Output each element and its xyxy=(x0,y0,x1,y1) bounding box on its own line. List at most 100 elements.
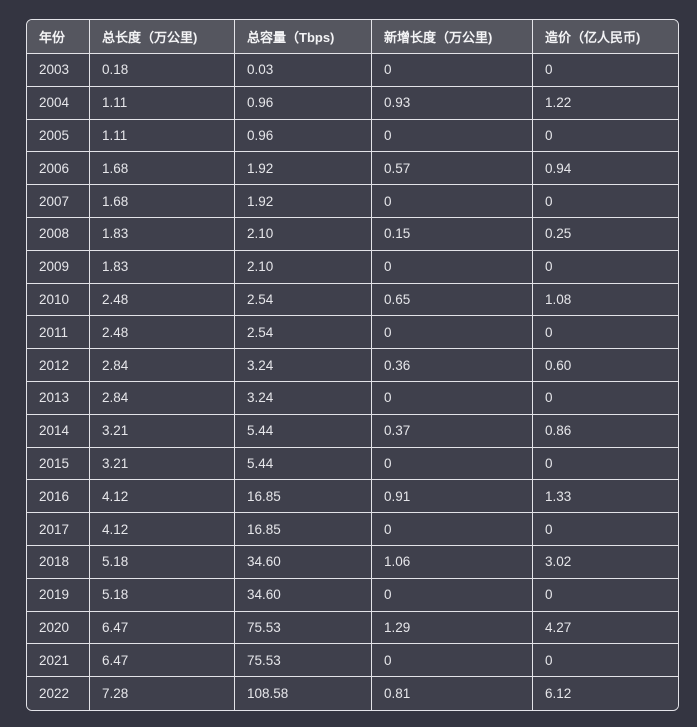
cell-year: 2014 xyxy=(27,414,90,448)
cell-new-length: 0 xyxy=(372,381,533,415)
cell-year: 2005 xyxy=(27,119,90,153)
cell-new-length: 0.93 xyxy=(372,86,533,120)
cell-total-length: 1.11 xyxy=(90,86,235,120)
cell-year: 2018 xyxy=(27,545,90,579)
cell-cost: 0 xyxy=(533,447,678,481)
cell-total-capacity: 34.60 xyxy=(235,545,372,579)
cell-total-length: 3.21 xyxy=(90,414,235,448)
cell-total-length: 1.68 xyxy=(90,152,235,186)
cell-new-length: 0 xyxy=(372,250,533,284)
cell-total-length: 6.47 xyxy=(90,611,235,645)
table-row: 2012 2.84 3.24 0.36 0.60 xyxy=(27,349,678,382)
header-cost: 造价（亿人民币) xyxy=(533,20,678,54)
header-year: 年份 xyxy=(27,20,90,54)
cell-total-capacity: 108.58 xyxy=(235,677,372,710)
cell-total-length: 0.18 xyxy=(90,54,235,87)
cell-total-capacity: 75.53 xyxy=(235,644,372,678)
cell-new-length: 1.06 xyxy=(372,545,533,579)
table-row: 2010 2.48 2.54 0.65 1.08 xyxy=(27,283,678,317)
table-row: 2009 1.83 2.10 0 0 xyxy=(27,250,678,284)
cell-total-length: 4.12 xyxy=(90,480,235,514)
table-row: 2022 7.28 108.58 0.81 6.12 xyxy=(27,677,678,710)
cell-cost: 4.27 xyxy=(533,611,678,645)
table-row: 2006 1.68 1.92 0.57 0.94 xyxy=(27,152,678,186)
table-header: 年份 总长度（万公里) 总容量（Tbps) 新增长度（万公里) 造价（亿人民币) xyxy=(27,20,678,54)
header-row: 年份 总长度（万公里) 总容量（Tbps) 新增长度（万公里) 造价（亿人民币) xyxy=(27,20,678,54)
cell-cost: 0.25 xyxy=(533,217,678,251)
header-total-capacity: 总容量（Tbps) xyxy=(235,20,372,54)
table-row: 2017 4.12 16.85 0 0 xyxy=(27,513,678,546)
cell-total-length: 5.18 xyxy=(90,578,235,612)
cell-new-length: 1.29 xyxy=(372,611,533,645)
table-row: 2005 1.11 0.96 0 0 xyxy=(27,119,678,153)
cell-new-length: 0 xyxy=(372,644,533,678)
table-row: 2003 0.18 0.03 0 0 xyxy=(27,54,678,87)
cell-cost: 0 xyxy=(533,578,678,612)
cell-new-length: 0 xyxy=(372,54,533,87)
cell-total-length: 2.48 xyxy=(90,316,235,350)
cell-cost: 0 xyxy=(533,54,678,87)
table-row: 2019 5.18 34.60 0 0 xyxy=(27,578,678,612)
data-table-container: 年份 总长度（万公里) 总容量（Tbps) 新增长度（万公里) 造价（亿人民币) 200… xyxy=(26,19,679,711)
cell-new-length: 0 xyxy=(372,119,533,153)
cell-total-length: 1.83 xyxy=(90,250,235,284)
cell-year: 2008 xyxy=(27,217,90,251)
cell-year: 2003 xyxy=(27,54,90,87)
cell-total-length: 3.21 xyxy=(90,447,235,481)
data-table: 年份 总长度（万公里) 总容量（Tbps) 新增长度（万公里) 造价（亿人民币) 200… xyxy=(26,19,679,711)
cell-cost: 0 xyxy=(533,119,678,153)
cell-cost: 1.33 xyxy=(533,480,678,514)
cell-total-capacity: 5.44 xyxy=(235,447,372,481)
table-body: 2003 0.18 0.03 0 0 2004 1.11 0.96 0.93 1.22 2005 1.… xyxy=(27,54,678,710)
cell-year: 2016 xyxy=(27,480,90,514)
cell-year: 2017 xyxy=(27,513,90,546)
cell-total-length: 2.84 xyxy=(90,349,235,382)
cell-year: 2021 xyxy=(27,644,90,678)
cell-new-length: 0 xyxy=(372,185,533,218)
table-row: 2008 1.83 2.10 0.15 0.25 xyxy=(27,217,678,251)
cell-total-capacity: 2.54 xyxy=(235,316,372,350)
cell-new-length: 0.57 xyxy=(372,152,533,186)
cell-total-capacity: 2.10 xyxy=(235,217,372,251)
cell-new-length: 0.91 xyxy=(372,480,533,514)
cell-total-capacity: 34.60 xyxy=(235,578,372,612)
table-row: 2011 2.48 2.54 0 0 xyxy=(27,316,678,350)
cell-year: 2015 xyxy=(27,447,90,481)
cell-new-length: 0 xyxy=(372,513,533,546)
cell-cost: 0 xyxy=(533,250,678,284)
cell-cost: 0.94 xyxy=(533,152,678,186)
cell-cost: 0 xyxy=(533,644,678,678)
cell-year: 2020 xyxy=(27,611,90,645)
cell-year: 2009 xyxy=(27,250,90,284)
cell-year: 2006 xyxy=(27,152,90,186)
cell-total-length: 6.47 xyxy=(90,644,235,678)
cell-new-length: 0.81 xyxy=(372,677,533,710)
cell-total-length: 2.48 xyxy=(90,283,235,317)
cell-total-length: 1.83 xyxy=(90,217,235,251)
cell-cost: 0 xyxy=(533,513,678,546)
cell-total-capacity: 0.96 xyxy=(235,86,372,120)
cell-year: 2019 xyxy=(27,578,90,612)
cell-new-length: 0.36 xyxy=(372,349,533,382)
cell-total-capacity: 1.92 xyxy=(235,185,372,218)
cell-total-length: 7.28 xyxy=(90,677,235,710)
cell-cost: 6.12 xyxy=(533,677,678,710)
cell-new-length: 0.65 xyxy=(372,283,533,317)
cell-cost: 1.08 xyxy=(533,283,678,317)
cell-total-length: 4.12 xyxy=(90,513,235,546)
cell-total-length: 1.11 xyxy=(90,119,235,153)
cell-year: 2012 xyxy=(27,349,90,382)
cell-cost: 3.02 xyxy=(533,545,678,579)
cell-total-length: 1.68 xyxy=(90,185,235,218)
table-row: 2007 1.68 1.92 0 0 xyxy=(27,185,678,218)
cell-year: 2004 xyxy=(27,86,90,120)
cell-total-capacity: 2.10 xyxy=(235,250,372,284)
cell-total-capacity: 0.03 xyxy=(235,54,372,87)
cell-total-capacity: 3.24 xyxy=(235,381,372,415)
table-row: 2021 6.47 75.53 0 0 xyxy=(27,644,678,678)
cell-cost: 0 xyxy=(533,185,678,218)
cell-total-capacity: 0.96 xyxy=(235,119,372,153)
cell-total-capacity: 3.24 xyxy=(235,349,372,382)
cell-total-capacity: 5.44 xyxy=(235,414,372,448)
cell-cost: 0 xyxy=(533,316,678,350)
